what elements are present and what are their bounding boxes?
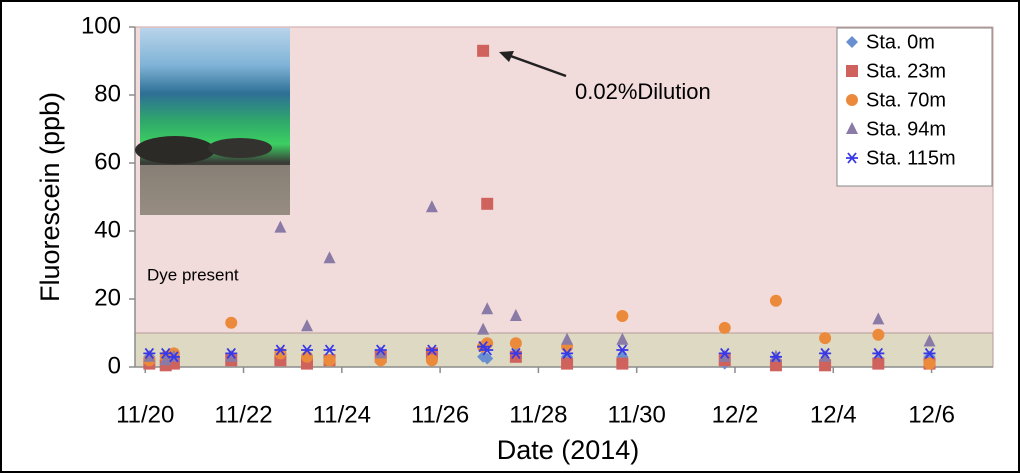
point xyxy=(426,354,438,366)
x-tick-label: 12/2 xyxy=(712,401,759,428)
x-tick-label: 11/30 xyxy=(608,401,666,428)
x-tick-label: 11/20 xyxy=(116,401,174,428)
band-label: Dye present xyxy=(147,265,239,284)
y-tick-label: 0 xyxy=(108,352,121,379)
legend-marker xyxy=(846,65,858,77)
y-tick-label: 40 xyxy=(94,216,121,243)
x-tick-label: 12/4 xyxy=(810,401,857,428)
legend: Sta. 0m Sta. 23m Sta. 70m Sta. 94m Sta. 115m xyxy=(837,28,992,186)
point xyxy=(872,358,884,370)
point xyxy=(324,354,336,366)
y-axis-title: Fluorescein (ppb) xyxy=(35,92,65,302)
point xyxy=(301,351,313,363)
legend-marker xyxy=(846,94,858,106)
x-tick-label: 12/6 xyxy=(908,401,955,428)
point xyxy=(225,317,237,329)
annotation: 0.02%Dilution xyxy=(575,79,711,104)
y-tick-label: 60 xyxy=(94,148,121,175)
legend-label: Sta. 115m xyxy=(866,147,956,169)
chart: 0 20 40 60 80 100 11/20 11/22 11/24 11/26 11/28 11/… xyxy=(0,0,1020,473)
point xyxy=(561,358,573,370)
x-axis-title: Date (2014) xyxy=(497,435,640,465)
point xyxy=(719,322,731,334)
point xyxy=(770,295,782,307)
x-tick-label: 11/24 xyxy=(313,401,371,428)
point xyxy=(819,332,831,344)
y-tick-label: 80 xyxy=(94,80,121,107)
point xyxy=(924,358,936,370)
legend-label: Sta. 0m xyxy=(866,31,935,53)
point xyxy=(477,45,489,57)
x-tick-label: 11/28 xyxy=(509,401,567,428)
legend-label: Sta. 94m xyxy=(866,118,946,140)
point xyxy=(481,198,493,210)
point xyxy=(616,310,628,322)
inset-photo xyxy=(135,28,290,215)
x-tick-label: 11/22 xyxy=(214,401,272,428)
point xyxy=(872,329,884,341)
y-tick-label: 100 xyxy=(81,12,121,39)
point xyxy=(616,358,628,370)
y-tick-label: 20 xyxy=(94,284,121,311)
x-tick-label: 11/26 xyxy=(411,401,469,428)
point xyxy=(510,337,522,349)
legend-label: Sta. 23m xyxy=(866,60,946,82)
legend-label: Sta. 70m xyxy=(866,89,946,111)
